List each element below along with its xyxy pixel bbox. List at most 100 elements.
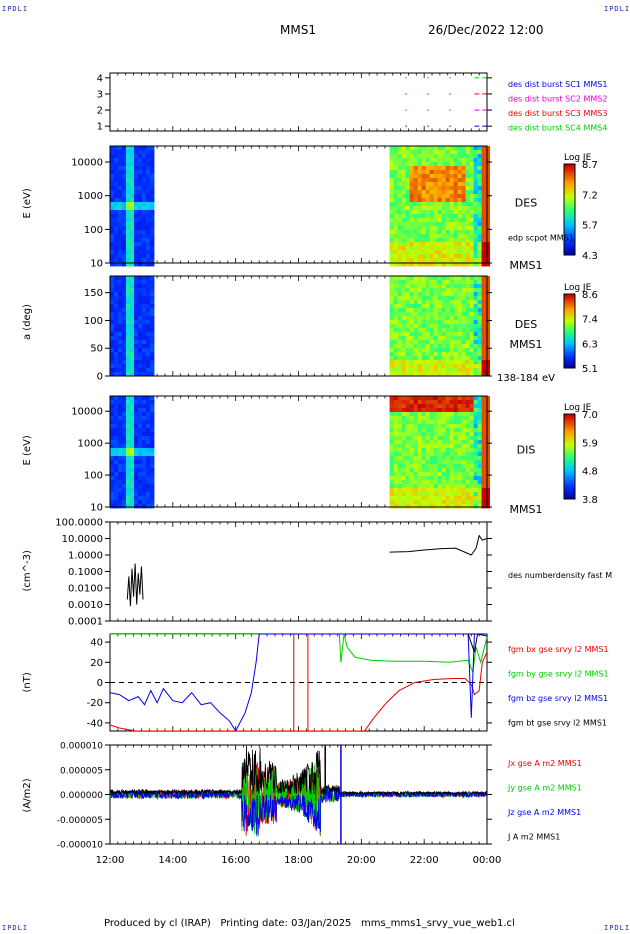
spectrogram-cell	[146, 162, 151, 167]
spectrogram-cell	[118, 312, 123, 317]
colorbar-cell	[564, 182, 575, 185]
colorbar-cell	[564, 239, 575, 242]
spectrogram-cell	[465, 320, 471, 325]
spectrogram-cell	[393, 408, 399, 413]
spectrogram-cell	[469, 238, 475, 243]
spectrogram-cell	[433, 372, 439, 377]
spectrogram-cell	[110, 238, 115, 243]
spectrogram-cell	[110, 400, 115, 405]
spectrogram-cell	[469, 416, 475, 421]
spectrogram-cell	[433, 344, 439, 349]
spectrogram-cell	[453, 222, 459, 227]
spectrogram-cell	[441, 174, 447, 179]
spectrogram-cell	[477, 352, 483, 357]
spectrogram-cell	[429, 372, 435, 377]
spectrogram-cell	[130, 288, 135, 293]
spectrogram-cell	[138, 308, 143, 313]
spectrogram-cell	[118, 432, 123, 437]
spectrogram-cell	[138, 206, 143, 211]
spectrogram-cell	[425, 420, 431, 425]
spectrogram-cell	[142, 344, 147, 349]
spectrogram-cell	[142, 242, 147, 247]
y-tick-label-des-pitch: 0	[97, 372, 103, 383]
spectrogram-cell	[146, 202, 151, 207]
spectrogram-cell	[465, 328, 471, 333]
colorbar-cell	[564, 318, 575, 321]
spectrogram-cell	[401, 356, 407, 361]
spectrogram-cell	[397, 258, 403, 263]
spectrogram-cell	[421, 300, 427, 305]
spectrogram-cell	[437, 292, 443, 297]
spectrogram-cell	[405, 444, 411, 449]
spectrogram-cell	[449, 484, 455, 489]
spectrogram-cell	[397, 452, 403, 457]
spectrogram-cell	[429, 162, 435, 167]
spectrogram-cell	[401, 500, 407, 505]
spectrogram-cell	[465, 360, 471, 365]
spectrogram-cell	[457, 202, 463, 207]
spectrogram-cell	[449, 258, 455, 263]
spectrogram-cell	[457, 400, 463, 405]
spectrogram-cell	[130, 416, 135, 421]
spectrogram-cell	[138, 456, 143, 461]
y-tick-label-density: 100.0000	[55, 518, 103, 529]
spectrogram-cell	[130, 312, 135, 317]
spectrogram-cell	[417, 352, 423, 357]
spectrogram-cell	[473, 218, 479, 223]
spectrogram-cell	[469, 500, 475, 505]
spectrogram-cell	[114, 356, 119, 361]
spectrogram-cell	[469, 166, 475, 171]
spectrogram-cell	[465, 276, 471, 281]
spectrogram-cell	[146, 476, 151, 481]
y-tick-label-density: 0.1000	[68, 567, 103, 578]
spectrogram-cell	[461, 182, 467, 187]
spectrogram-cell	[453, 154, 459, 159]
spectrogram-cell	[421, 154, 427, 159]
spectrogram-cell	[417, 312, 423, 317]
spectrogram-cell	[389, 194, 395, 199]
spectrogram-cell	[389, 174, 395, 179]
x-tick-label: 20:00	[347, 855, 376, 866]
spectrogram-cell	[142, 214, 147, 219]
spectrogram-cell	[481, 162, 487, 167]
spectrogram-cell	[142, 276, 147, 281]
spectrogram-cell	[425, 400, 431, 405]
spectrogram-cell	[477, 500, 483, 505]
spectrogram-cell	[134, 436, 139, 441]
spectrogram-cell	[465, 194, 471, 199]
spectrogram-cell	[110, 292, 115, 297]
spectrogram-cell	[389, 448, 395, 453]
spectrogram-cell	[433, 436, 439, 441]
spectrogram-cell	[401, 404, 407, 409]
spectrogram-cell	[417, 404, 423, 409]
spectrogram-cell	[389, 214, 395, 219]
spectrogram-cell	[409, 174, 415, 179]
spectrogram-cell	[445, 242, 451, 247]
colorbar-tick-des-energy: 4.3	[582, 251, 598, 262]
spectrogram-cell	[405, 210, 411, 215]
spectrogram-cell	[429, 328, 435, 333]
spectrogram-cell	[393, 336, 399, 341]
spectrogram-cell	[473, 202, 479, 207]
spectrogram-cell	[134, 324, 139, 329]
spectrogram-cell	[114, 218, 119, 223]
spectrogram-cell	[429, 336, 435, 341]
spectrogram-cell	[465, 480, 471, 485]
spectrogram-cell	[401, 194, 407, 199]
spectrogram-cell	[389, 190, 395, 195]
spectrogram-cell	[146, 288, 151, 293]
spectrogram-cell	[150, 146, 155, 151]
spectrogram-cell	[130, 436, 135, 441]
spectrogram-cell	[465, 484, 471, 489]
spectrogram-cell	[441, 304, 447, 309]
spectrogram-cell	[457, 178, 463, 183]
spectrogram-cell	[473, 242, 479, 247]
colorbar-cell	[564, 232, 575, 236]
spectrogram-cell	[457, 162, 463, 167]
colorbar-cell	[564, 433, 575, 436]
spectrogram-cell	[134, 296, 139, 301]
spectrogram-cell	[465, 424, 471, 429]
spectrogram-cell	[481, 226, 487, 231]
spectrogram-cell	[481, 262, 487, 267]
spectrogram-cell	[397, 222, 403, 227]
